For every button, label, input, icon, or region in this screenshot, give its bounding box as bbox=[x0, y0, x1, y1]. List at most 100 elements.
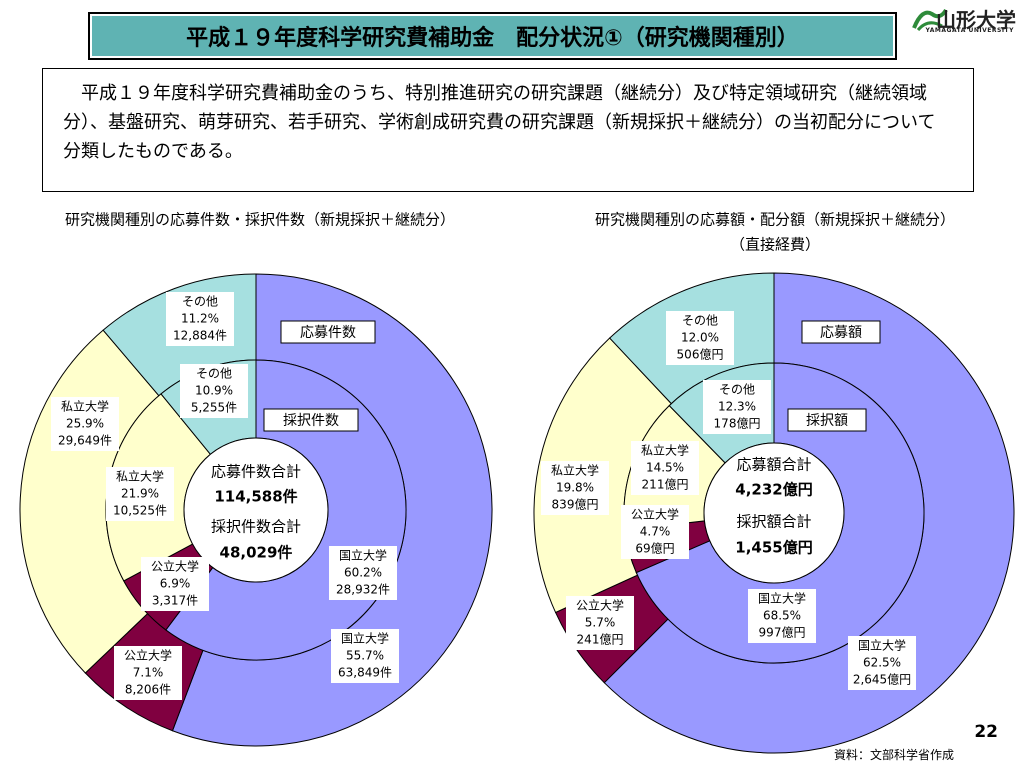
slice-label: その他 11.2% 12,884件 bbox=[166, 292, 234, 346]
center-value: 114,588件 bbox=[214, 488, 297, 506]
slice-label-bg bbox=[114, 646, 182, 700]
slice-label-text: 私立大学 bbox=[641, 443, 689, 458]
slice-label: 公立大学 7.1% 8,206件 bbox=[114, 646, 182, 700]
slice-label: 私立大学 25.9% 29,649件 bbox=[51, 397, 119, 451]
slice-label-text: 私立大学 bbox=[551, 463, 599, 478]
slice-label-text: 国立大学 bbox=[758, 591, 806, 606]
slice-label-bg bbox=[621, 505, 689, 559]
slice-label-bg bbox=[166, 292, 234, 346]
slice-label: その他 12.0% 506億円 bbox=[666, 311, 734, 365]
slice-label-bg bbox=[748, 589, 816, 643]
slice-label-text: 11.2% bbox=[181, 312, 219, 326]
slice-label-text: 12.3% bbox=[718, 400, 756, 414]
slice-label: 公立大学 6.9% 3,317件 bbox=[141, 557, 209, 611]
slice-label-bg bbox=[141, 557, 209, 611]
slice-label-bg bbox=[566, 596, 634, 650]
slice-label-text: その他 bbox=[682, 314, 718, 328]
legend-box bbox=[787, 408, 867, 432]
legend-label: 採択件数 bbox=[283, 413, 339, 429]
slice-label-text: 241億円 bbox=[577, 633, 624, 647]
legend-box bbox=[801, 320, 881, 344]
slice-label-bg bbox=[666, 311, 734, 365]
slice-label-text: 4.7% bbox=[640, 525, 671, 539]
source: 資料：文部科学省作成 bbox=[833, 748, 954, 762]
center-hole bbox=[183, 437, 329, 583]
slice-label-text: 7.1% bbox=[133, 666, 164, 680]
legend-label: 採択額 bbox=[806, 413, 848, 429]
legend-label: 応募件数 bbox=[300, 325, 356, 341]
slice-label-text: 公立大学 bbox=[576, 598, 624, 613]
center-label: 応募件数合計 bbox=[211, 463, 301, 481]
legend-box bbox=[263, 408, 359, 432]
slice-label-text: 2,645億円 bbox=[853, 673, 911, 687]
slice-label-text: 55.7% bbox=[346, 649, 384, 663]
slice-label-text: 国立大学 bbox=[341, 631, 389, 646]
slice-label-text: 21.9% bbox=[121, 487, 159, 501]
slice-label-bg bbox=[541, 461, 609, 515]
slice-label-text: 997億円 bbox=[759, 626, 806, 640]
slice-label-text: 5,255件 bbox=[191, 401, 237, 415]
slice-label-text: 10,525件 bbox=[113, 504, 167, 518]
slice-label-text: 12,884件 bbox=[173, 329, 227, 343]
logo-subtext: YAMAGATA UNIVERSITY bbox=[925, 27, 1014, 34]
slice-label-text: 506億円 bbox=[677, 348, 724, 362]
slice-label-text: その他 bbox=[196, 367, 232, 381]
slice-label-text: 公立大学 bbox=[124, 648, 172, 663]
slice-label-text: 25.9% bbox=[66, 417, 104, 431]
slice-label: その他 10.9% 5,255件 bbox=[180, 364, 248, 418]
slice-label: 私立大学 19.8% 839億円 bbox=[541, 461, 609, 515]
slice-label-text: 839億円 bbox=[552, 498, 599, 512]
slice-label-text: 19.8% bbox=[556, 481, 594, 495]
slice-label-bg bbox=[703, 380, 771, 434]
slice-label-text: 12.0% bbox=[681, 331, 719, 345]
slice-label-text: 68.5% bbox=[763, 609, 801, 623]
slice-label: その他 12.3% 178億円 bbox=[703, 380, 771, 434]
slice-label-bg bbox=[106, 467, 174, 521]
center-hole bbox=[703, 442, 845, 584]
slice-label: 私立大学 14.5% 211億円 bbox=[631, 441, 699, 495]
slice-label: 国立大学 68.5% 997億円 bbox=[748, 589, 816, 643]
slice-label-bg bbox=[51, 397, 119, 451]
slice-label-bg bbox=[180, 364, 248, 418]
chart-title: 研究機関種別の応募件数・採択件数（新規採択＋継続分） bbox=[65, 211, 455, 229]
logo-icon bbox=[912, 8, 948, 32]
slice-label-text: 14.5% bbox=[646, 461, 684, 475]
logo-text: 山形大学 bbox=[936, 8, 1016, 32]
slide-title: 平成１９年度科学研究費補助金 配分状況①（研究機関種別） bbox=[88, 12, 897, 60]
slice-label-text: 63,849件 bbox=[338, 666, 392, 680]
center-value: 4,232億円 bbox=[735, 481, 812, 499]
slice-label-bg bbox=[331, 629, 399, 683]
chart-title: 研究機関種別の応募額・配分額（新規採択＋継続分） bbox=[595, 211, 955, 229]
slice-label-text: 3,317件 bbox=[152, 594, 198, 608]
slice-label-text: 60.2% bbox=[344, 566, 382, 580]
slice-label-text: 29,649件 bbox=[58, 434, 112, 448]
slice-label-text: 178億円 bbox=[714, 417, 761, 431]
slice-label-text: 211億円 bbox=[642, 478, 689, 492]
slice-label: 私立大学 21.9% 10,525件 bbox=[106, 467, 174, 521]
center-value: 48,029件 bbox=[220, 544, 293, 562]
center-label: 採択件数合計 bbox=[211, 518, 301, 536]
slice-label-bg bbox=[848, 636, 916, 690]
slice-label: 公立大学 5.7% 241億円 bbox=[566, 596, 634, 650]
description: 平成１９年度科学研究費補助金のうち、特別推進研究の研究課題（継続分）及び特定領域… bbox=[42, 68, 974, 192]
page-number: 22 bbox=[974, 722, 998, 742]
legend-box bbox=[280, 320, 376, 344]
slice-label-text: 5.7% bbox=[585, 616, 616, 630]
slice-label: 国立大学 55.7% 63,849件 bbox=[331, 629, 399, 683]
slice-label-bg bbox=[631, 441, 699, 495]
slice-label: 公立大学 4.7% 69億円 bbox=[621, 505, 689, 559]
center-label: 応募額合計 bbox=[736, 456, 811, 474]
slice-label-text: 62.5% bbox=[863, 656, 901, 670]
slice-label-text: 8,206件 bbox=[125, 683, 171, 697]
slice-label: 国立大学 62.5% 2,645億円 bbox=[848, 636, 916, 690]
slice-label-text: 国立大学 bbox=[339, 548, 387, 563]
slice-label-text: 国立大学 bbox=[858, 638, 906, 653]
slice-label-text: 69億円 bbox=[635, 542, 674, 556]
slice-label-text: 公立大学 bbox=[631, 507, 679, 522]
slice-label-text: 私立大学 bbox=[61, 399, 109, 414]
slice-label-text: 28,932件 bbox=[336, 583, 390, 597]
slice-label-text: 私立大学 bbox=[116, 469, 164, 484]
slice-label: 国立大学 60.2% 28,932件 bbox=[329, 546, 397, 600]
